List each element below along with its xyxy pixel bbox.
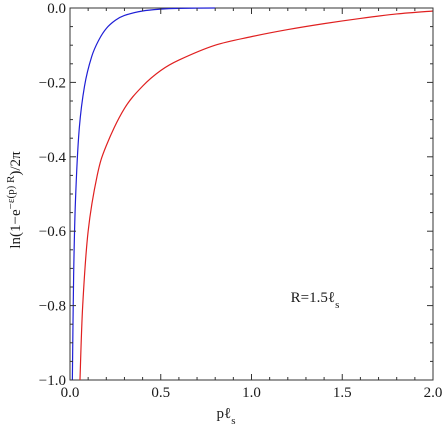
series-layer bbox=[71, 7, 434, 381]
x-axis-title-main: pℓ bbox=[217, 406, 232, 422]
axes-layer: 0.0 0.5 1.0 1.5 2.0 0.0 −0.2 −0.4 −0.6 −0.8 −1.0 bbox=[39, 1, 443, 401]
x-tick-label: 0.5 bbox=[151, 385, 170, 401]
x-tick-label: 1.5 bbox=[333, 385, 352, 401]
plot-area bbox=[69, 7, 434, 381]
y-tick-label: −0.6 bbox=[39, 224, 67, 240]
x-axis-title: pℓs bbox=[217, 406, 236, 427]
y-tick-label: −0.8 bbox=[39, 299, 66, 315]
x-tick-label: 2.0 bbox=[424, 385, 443, 401]
y-axis-title: ln(1−e−ε(p) R)/2π bbox=[5, 151, 24, 249]
x-axis-title-sub: s bbox=[231, 415, 235, 427]
y-tick-label: 0.0 bbox=[47, 1, 66, 17]
series-line-1 bbox=[71, 7, 216, 381]
annotation-r-value: R=1.5ℓs bbox=[291, 290, 340, 311]
y-tick-label: −1.0 bbox=[39, 373, 66, 389]
annotation-sub: s bbox=[335, 299, 339, 311]
y-tick-label: −0.4 bbox=[39, 150, 67, 166]
series-line-2 bbox=[79, 10, 434, 381]
plot-frame bbox=[69, 7, 434, 381]
x-tick-label: 0.0 bbox=[61, 385, 80, 401]
x-tick-label: 1.0 bbox=[242, 385, 261, 401]
y-tick-label: −0.2 bbox=[39, 75, 66, 91]
y-axis-title-exponent: −ε(p) R bbox=[5, 175, 17, 209]
